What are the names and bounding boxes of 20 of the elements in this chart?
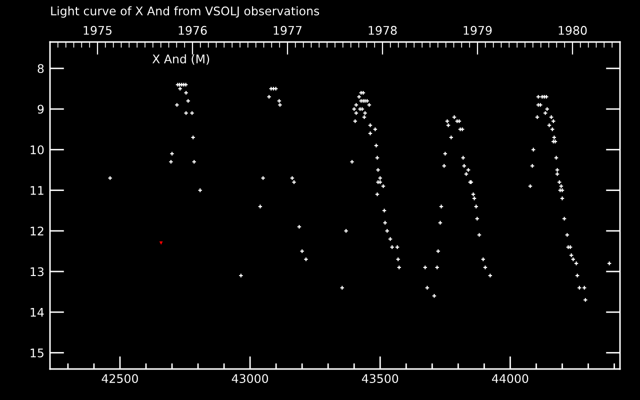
x2-tick-label: 1978 [368,26,397,35]
y-tick-label: 12 [30,226,44,236]
chart-title: Light curve of X And from VSOLJ observations [51,6,320,18]
annotation: X And (M) [152,54,210,65]
x-tick-label: 43000 [232,374,268,383]
x2-tick-label: 1979 [464,26,492,35]
x-tick-label: 44000 [492,374,528,383]
x-tick-label: 43500 [362,374,398,383]
y-tick-label: 8 [38,64,44,74]
x2-tick-label: 1977 [274,26,302,35]
x2-tick-label: 1975 [84,26,112,35]
x2-tick-label: 1976 [178,26,207,35]
y-tick-label: 15 [30,348,44,358]
y-tick-label: 14 [30,308,44,317]
y-tick-label: 11 [30,186,44,195]
x2-tick-label: 1980 [558,26,587,35]
y-tick-label: 9 [38,104,44,114]
y-tick-label: 13 [30,267,44,276]
y-tick-label: 10 [30,145,44,154]
x-tick-label: 42500 [102,374,138,383]
